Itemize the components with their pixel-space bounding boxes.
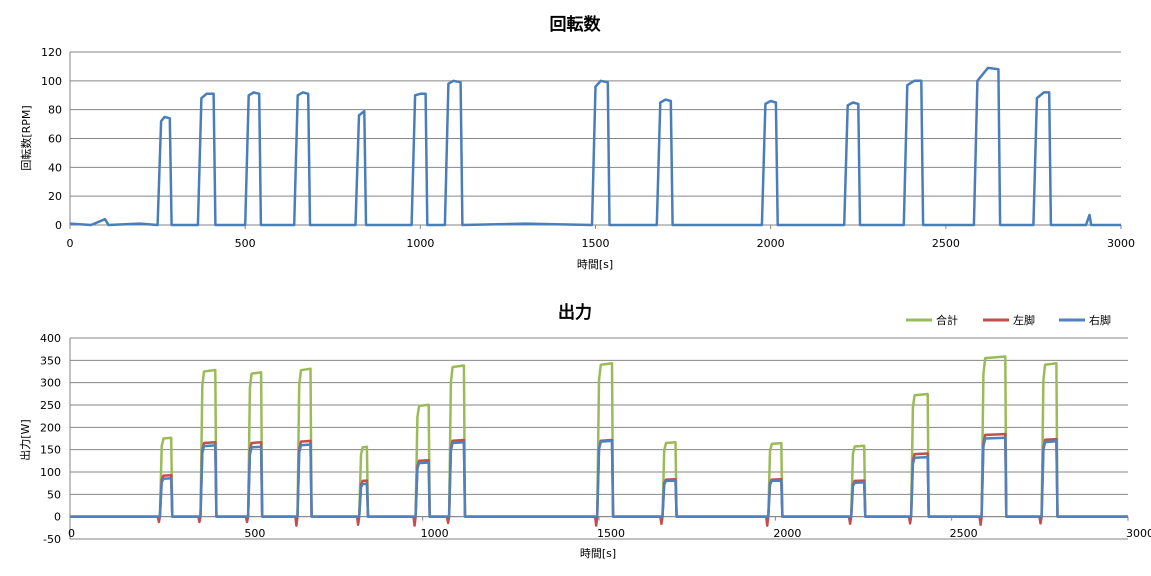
- x-tick-label: 500: [235, 237, 256, 250]
- rpm-chart-grid: [69, 51, 1122, 229]
- rpm-chart-y-ticks: 0 20 40 60 80 100 120: [41, 46, 62, 232]
- x-tick-label: 2500: [950, 527, 978, 540]
- x-tick-label: 1000: [421, 527, 449, 540]
- y-tick-label: 40: [48, 161, 62, 174]
- y-tick-label: 60: [48, 133, 62, 146]
- rpm-chart-series: [69, 66, 1121, 227]
- power-chart-x-ticks: 0 500 1000 1500 2000 2500 3000: [68, 527, 1151, 540]
- y-tick-label: 100: [41, 75, 62, 88]
- x-tick-label: 0: [68, 527, 75, 540]
- x-tick-label: 2000: [757, 237, 785, 250]
- rpm-chart-title: 回転数: [550, 14, 602, 35]
- y-tick-label: 250: [40, 399, 61, 412]
- power-chart-y-ticks: -50 0 50 100 150 200 250 300 350 400: [40, 332, 61, 546]
- y-tick-label: 150: [40, 444, 61, 457]
- x-tick-label: 0: [67, 237, 74, 250]
- power-chart-title: 出力: [558, 302, 592, 323]
- rpm-series-line: [69, 66, 1121, 227]
- power-chart-y-axis-label: 出力[W]: [18, 419, 32, 460]
- y-tick-label: 350: [40, 354, 61, 367]
- y-tick-label: 20: [48, 190, 62, 203]
- x-tick-label: 1500: [582, 237, 610, 250]
- rpm-chart-x-axis-label: 時間[s]: [577, 258, 613, 271]
- y-tick-label: 0: [55, 219, 62, 232]
- series-line-right-leg: [70, 436, 1128, 518]
- rpm-chart-y-axis-label: 回転数[RPM]: [20, 105, 33, 170]
- legend-label-right-leg: 右脚: [1089, 313, 1111, 327]
- rpm-chart: 回転数 0 20 40 60 80 100 120 0 500 1000 1500 2000 2500…: [20, 14, 1135, 271]
- y-tick-label: 120: [41, 46, 62, 59]
- y-tick-label: 200: [40, 421, 61, 434]
- x-tick-label: 2500: [932, 237, 960, 250]
- y-tick-label: 400: [40, 332, 61, 345]
- y-tick-label: 100: [40, 466, 61, 479]
- x-tick-label: 2000: [773, 527, 801, 540]
- power-chart-x-axis-label: 時間[s]: [580, 547, 616, 560]
- x-tick-label: 500: [244, 527, 265, 540]
- x-tick-label: 1000: [406, 237, 434, 250]
- legend-label-left-leg: 左脚: [1013, 313, 1035, 327]
- y-tick-label: -50: [43, 533, 61, 546]
- power-chart-legend: 合計 左脚 右脚: [906, 313, 1111, 327]
- legend-label-total: 合計: [936, 313, 958, 327]
- y-tick-label: 300: [40, 377, 61, 390]
- y-tick-label: 50: [47, 488, 61, 501]
- x-tick-label: 3000: [1107, 237, 1135, 250]
- y-tick-label: 80: [48, 104, 62, 117]
- power-chart: 出力 合計 左脚 右脚 -50050100150200250300350400 …: [18, 302, 1151, 560]
- x-tick-label: 1500: [597, 527, 625, 540]
- rpm-chart-x-ticks: 0 500 1000 1500 2000 2500 3000: [67, 237, 1136, 250]
- x-tick-label: 3000: [1126, 527, 1151, 540]
- power-chart-series: [70, 355, 1128, 527]
- y-tick-label: 0: [54, 511, 61, 524]
